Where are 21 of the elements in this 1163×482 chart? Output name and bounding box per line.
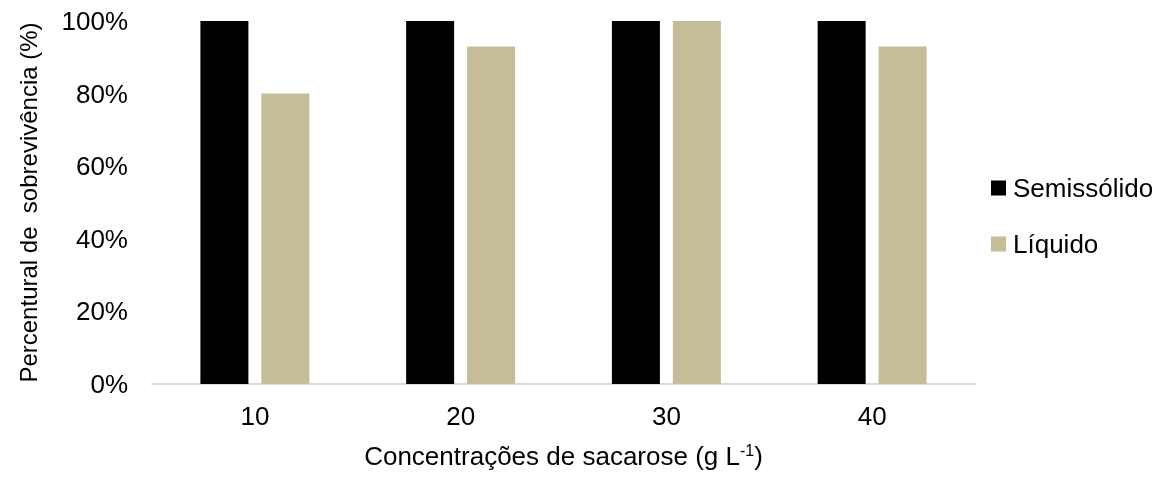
bar xyxy=(200,21,249,384)
x-tick-label: 20 xyxy=(446,401,476,431)
x-tick-label: 30 xyxy=(651,401,681,431)
y-tick-label: 80% xyxy=(75,78,128,109)
x-tick-label: 10 xyxy=(240,401,270,431)
legend-label: Líquido xyxy=(1013,229,1099,259)
y-tick-label: 40% xyxy=(75,223,128,254)
bar xyxy=(817,21,866,384)
bar xyxy=(672,21,721,384)
y-tick-label: 60% xyxy=(75,151,128,182)
bar xyxy=(261,93,310,384)
legend-label: Semissólido xyxy=(1013,173,1154,203)
bar xyxy=(467,46,516,384)
y-axis-title: Percentural de sobrevivência (%) xyxy=(14,22,42,383)
y-tick-label: 100% xyxy=(61,6,128,36)
x-tick-label: 40 xyxy=(857,401,887,431)
y-tick-label: 20% xyxy=(75,296,128,327)
bar xyxy=(611,21,660,384)
y-tick-label: 0% xyxy=(90,369,128,399)
bar xyxy=(406,21,455,384)
bar xyxy=(878,46,927,384)
